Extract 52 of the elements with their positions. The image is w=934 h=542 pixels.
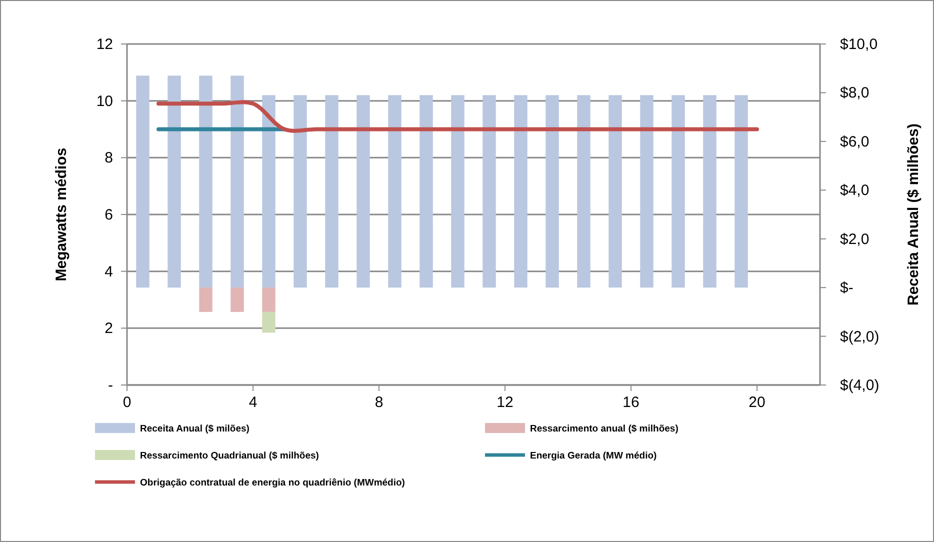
bar [230, 76, 244, 288]
x-tick-label: 8 [374, 394, 384, 411]
x-tick-label: 0 [122, 394, 132, 411]
bar [734, 95, 748, 288]
bar [608, 95, 622, 288]
y-tick-label: 4 [104, 263, 113, 280]
legend-label: Ressarcimento anual ($ milhões) [530, 424, 678, 434]
bar [199, 288, 212, 312]
y-tick-label: 2 [104, 320, 113, 338]
bar [640, 95, 654, 288]
y-tick-label: - [108, 377, 113, 394]
bar [136, 76, 150, 288]
bar [577, 95, 590, 288]
legend-label: Ressarcimento Quadrianual ($ milhões) [140, 450, 319, 462]
y2-tick-label: $4,0 [840, 182, 870, 200]
y2-tick-label: $(2,0) [840, 328, 880, 346]
x-tick-label: 16 [622, 394, 640, 411]
y2-tick-label: $2,0 [840, 230, 870, 248]
y2-tick-label: $- [840, 280, 854, 297]
bar [451, 95, 464, 288]
legend-label: Obrigação contratual de energia no quadriênio (MWmédio) [140, 478, 405, 488]
y-tick-label: 6 [104, 206, 113, 224]
y-tick-label: 12 [96, 36, 113, 53]
bar [356, 95, 370, 288]
legend-label: Energia Gerada (MW médio) [530, 450, 657, 462]
y-tick-label: 10 [96, 92, 113, 110]
y-axis-title: Megawatts médios [53, 148, 70, 282]
x-tick-label: 20 [748, 394, 766, 411]
bar [514, 95, 528, 288]
y-tick-label: 8 [104, 150, 113, 167]
bar [168, 76, 181, 288]
x-tick-label: 12 [496, 394, 514, 411]
bar [546, 95, 559, 288]
y2-axis-title: Receita Anual ($ milhões) [905, 124, 922, 306]
y2-tick-label: $10,0 [840, 36, 878, 53]
y2-tick-label: $8,0 [840, 84, 870, 102]
bar [262, 288, 276, 312]
legend-label: Receita Anual ($ milões) [140, 424, 250, 434]
bar [325, 95, 338, 288]
bar [294, 95, 307, 288]
bar [703, 95, 716, 288]
bar [199, 76, 212, 288]
bar [420, 95, 433, 288]
y2-tick-label: $(4,0) [840, 377, 880, 394]
bar [262, 312, 276, 333]
bar [388, 95, 402, 288]
bar [482, 95, 496, 288]
x-tick-label: 4 [248, 394, 258, 411]
y2-tick-label: $6,0 [840, 133, 870, 150]
bar [672, 95, 685, 288]
bar [230, 288, 244, 312]
bar [262, 95, 276, 288]
